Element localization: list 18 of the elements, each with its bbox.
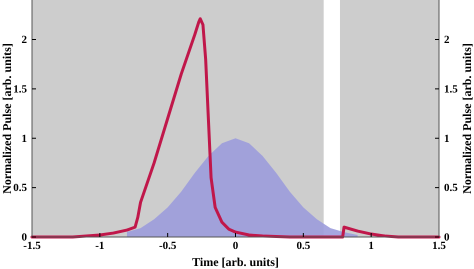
y-tick-label: 2	[22, 34, 28, 46]
y2-tick-label: 0.5	[444, 182, 458, 194]
y-axis-title: Normalized Pulse [arb. units]	[0, 43, 14, 194]
y-tick-label: 1	[22, 132, 27, 145]
x-tick-label: 1	[368, 240, 374, 252]
y2-tick-label: 1.5	[444, 83, 458, 96]
y2-axis-title: Normalized Pulse [arb. units]	[460, 43, 474, 194]
x-tick-label: 0.5	[296, 240, 311, 252]
x-tick-label: -0.5	[158, 240, 177, 252]
y-tick-label: 1.5	[13, 83, 28, 96]
x-tick-label: 1.5	[432, 240, 446, 252]
x-tick-label: -1	[95, 240, 104, 252]
y2-tick-label: 0	[444, 232, 450, 244]
y2-tick-label: 2	[444, 34, 450, 46]
y2-tick-label: 1	[444, 132, 450, 145]
x-tick-label: 0	[232, 240, 239, 252]
y-tick-label: 0.5	[13, 182, 28, 194]
x-axis-title: Time [arb. units]	[192, 255, 279, 269]
